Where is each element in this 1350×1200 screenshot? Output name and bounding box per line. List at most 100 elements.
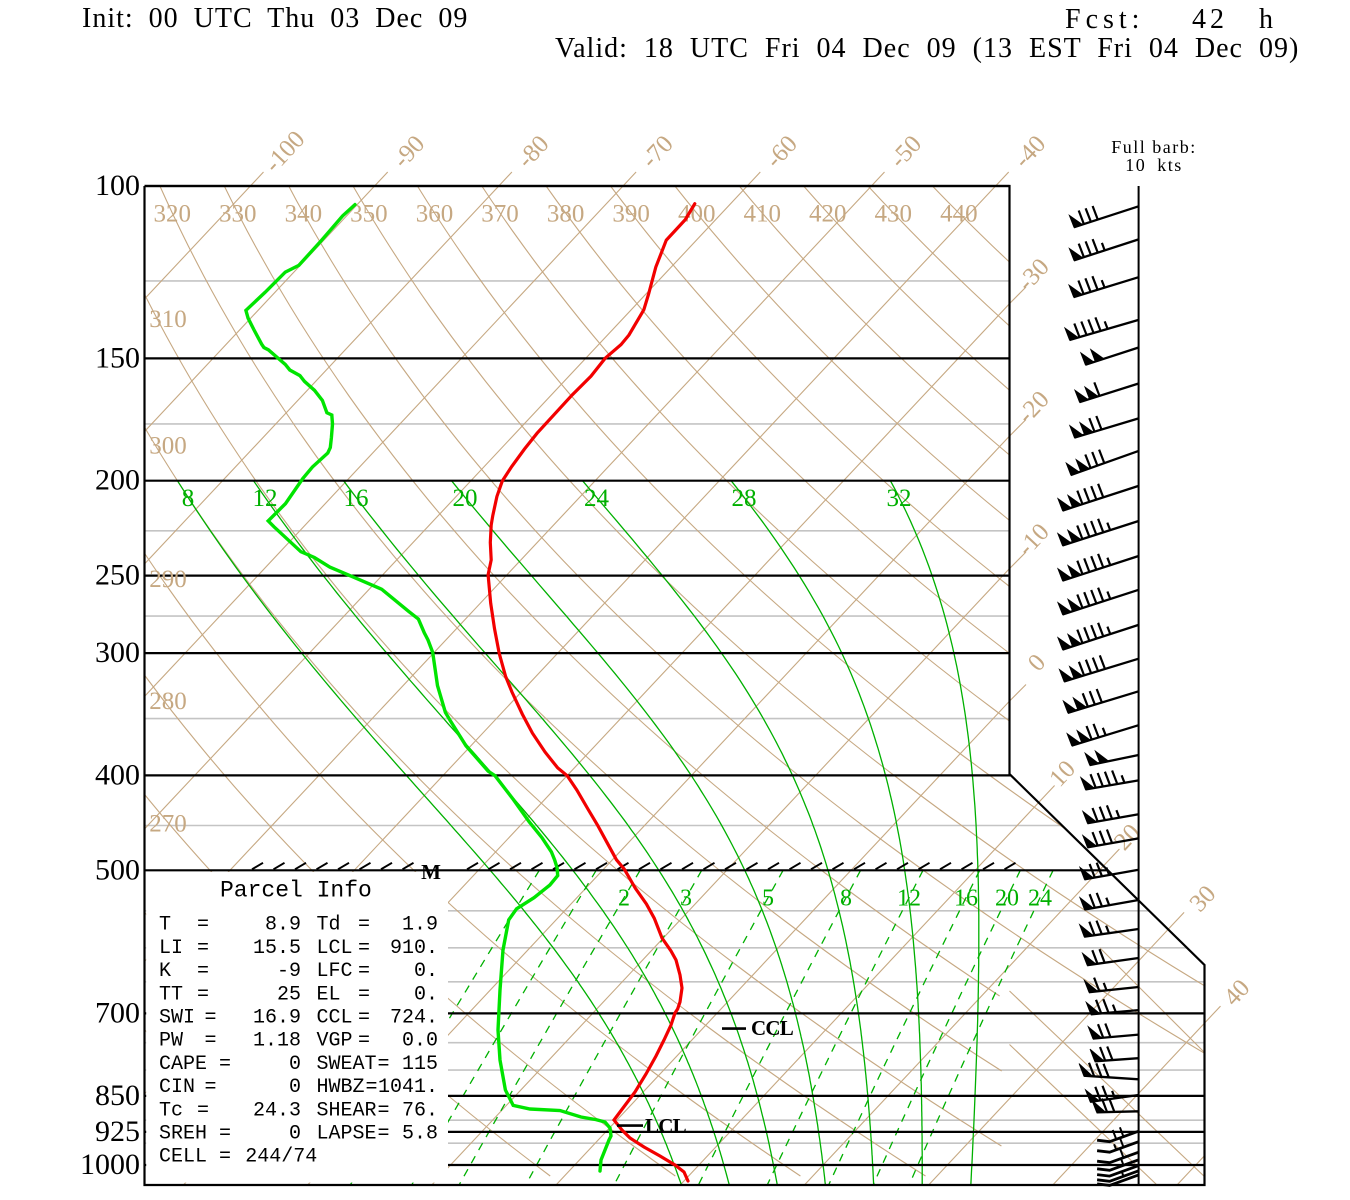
svg-text:16: 16 [344,485,369,512]
svg-text:500: 500 [95,853,140,886]
svg-text:0.0: 0.0 [402,1030,438,1053]
svg-text:LI: LI [159,937,183,960]
svg-text:Tc: Tc [159,1099,183,1122]
svg-text:=: = [197,983,209,1006]
svg-text:=: = [358,1030,370,1053]
svg-text:0: 0 [289,1076,301,1099]
svg-text:Fcst:: Fcst: [1065,4,1144,35]
svg-text:420: 420 [809,201,847,228]
svg-text:5: 5 [762,886,774,912]
svg-text:=: = [378,1123,390,1146]
svg-text:15.5: 15.5 [253,937,301,960]
svg-text:=: = [378,1099,390,1122]
svg-text:-9: -9 [277,960,301,983]
svg-text:CAPE: CAPE [159,1053,207,1076]
svg-text:=: = [197,914,209,937]
svg-text:12: 12 [897,886,921,912]
svg-text:1.18: 1.18 [253,1030,301,1053]
svg-text:300: 300 [149,433,187,460]
svg-text:TT: TT [159,983,183,1006]
svg-text:16.9: 16.9 [253,1007,301,1030]
svg-text:LAPSE: LAPSE [317,1123,377,1146]
svg-text:CIN: CIN [159,1076,195,1099]
svg-text:8: 8 [840,886,852,912]
svg-text:10 kts: 10 kts [1125,155,1183,175]
svg-text:=: = [219,1146,231,1169]
svg-text:T: T [159,914,171,937]
svg-text:=: = [378,1053,390,1076]
svg-text:24: 24 [584,485,610,512]
svg-text:=: = [219,1053,231,1076]
svg-text:16: 16 [954,886,978,912]
svg-text:250: 250 [95,559,140,592]
svg-text:310: 310 [149,306,187,333]
svg-text:VGP: VGP [317,1030,353,1053]
svg-text:390: 390 [612,201,650,228]
svg-text:2: 2 [618,886,630,912]
svg-text:SWI: SWI [159,1007,195,1030]
svg-text:380: 380 [547,201,585,228]
svg-text:M: M [421,860,441,884]
svg-text:410: 410 [743,201,781,228]
svg-text:12: 12 [253,485,278,512]
svg-text:HWBZ: HWBZ [317,1076,365,1099]
svg-text:1041.: 1041. [378,1076,438,1099]
svg-text:700: 700 [95,996,140,1029]
svg-text:=: = [205,1076,217,1099]
svg-text:850: 850 [95,1079,140,1112]
svg-text:Parcel Info: Parcel Info [220,877,372,903]
svg-text:330: 330 [219,201,257,228]
svg-text:724.: 724. [390,1007,438,1030]
svg-text:24: 24 [1028,886,1052,912]
svg-text:290: 290 [149,566,187,593]
svg-text:42 h: 42 h [1192,4,1277,35]
svg-text:910.: 910. [390,937,438,960]
svg-text:370: 370 [481,201,519,228]
svg-text:Full barb:: Full barb: [1111,137,1197,157]
svg-text:SHEAR: SHEAR [317,1099,377,1122]
svg-text:440: 440 [940,201,978,228]
svg-text:SWEAT: SWEAT [317,1053,377,1076]
svg-text:0.: 0. [414,960,438,983]
svg-text:8.9: 8.9 [265,914,301,937]
svg-text:20: 20 [453,485,478,512]
svg-text:LCL: LCL [645,1114,687,1138]
svg-text:76.: 76. [402,1099,438,1122]
svg-text:=: = [197,960,209,983]
svg-text:5.8: 5.8 [402,1123,438,1146]
svg-text:270: 270 [149,811,187,838]
svg-text:=: = [358,983,370,1006]
svg-text:=: = [358,1007,370,1030]
svg-text:1.9: 1.9 [402,914,438,937]
svg-text:EL: EL [317,983,341,1006]
svg-text:LCL: LCL [317,937,353,960]
svg-text:0: 0 [289,1053,301,1076]
svg-text:=: = [197,1099,209,1122]
svg-text:280: 280 [149,688,187,715]
svg-text:320: 320 [154,201,192,228]
svg-text:24.3: 24.3 [253,1099,301,1122]
svg-text:CCL: CCL [317,1007,353,1030]
svg-text:340: 340 [285,201,323,228]
svg-text:115: 115 [402,1053,438,1076]
svg-text:25: 25 [277,983,301,1006]
svg-text:=: = [205,1030,217,1053]
svg-text:0.: 0. [414,983,438,1006]
svg-text:=: = [205,1007,217,1030]
svg-text:400: 400 [95,758,140,791]
svg-text:925: 925 [95,1115,140,1148]
svg-text:244/74: 244/74 [245,1146,317,1169]
svg-text:430: 430 [875,201,913,228]
svg-text:200: 200 [95,464,140,497]
svg-text:Valid: 18 UTC Fri 04 Dec 09 (1: Valid: 18 UTC Fri 04 Dec 09 (13 EST Fri … [555,33,1299,64]
svg-text:=: = [197,937,209,960]
svg-text:PW: PW [159,1030,183,1053]
svg-text:360: 360 [416,201,454,228]
svg-text:1000: 1000 [80,1148,140,1181]
svg-text:=: = [219,1123,231,1146]
svg-text:3: 3 [680,886,692,912]
svg-text:SREH: SREH [159,1123,207,1146]
svg-text:100: 100 [95,169,140,202]
svg-text:Init: 00 UTC Thu 03 Dec 09: Init: 00 UTC Thu 03 Dec 09 [82,3,468,34]
svg-text:32: 32 [887,485,912,512]
